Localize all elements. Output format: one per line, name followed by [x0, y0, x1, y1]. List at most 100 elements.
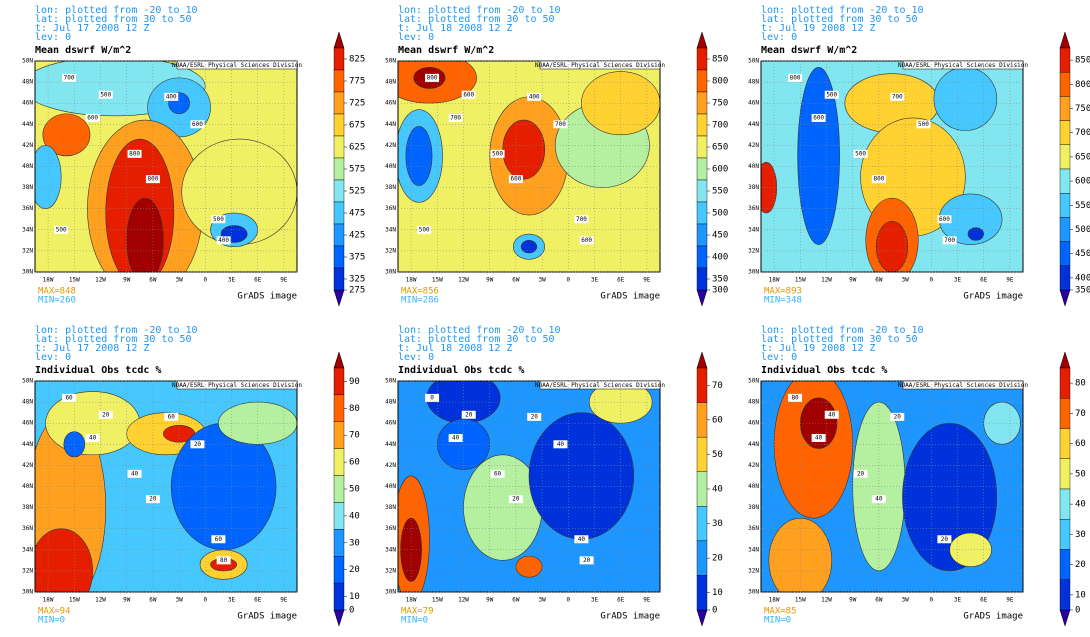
- colorbar-cap: [696, 351, 708, 369]
- colorbar-label: 850: [712, 55, 728, 65]
- x-tick-label: 9W: [486, 597, 494, 604]
- x-tick-label: 0: [203, 597, 207, 604]
- y-tick-label: 30N: [385, 589, 396, 596]
- contour-label-bg: [85, 113, 100, 122]
- contour-label-bg: [145, 175, 160, 184]
- y-tick-label: 46N: [385, 100, 396, 107]
- x-tick-label: 9E: [280, 277, 288, 284]
- credit: NOAA/ESRL Physical Sciences Division: [898, 62, 1028, 69]
- x-tick-label: 3W: [175, 597, 183, 604]
- contour-label: 20: [465, 411, 473, 418]
- x-tick-label: 9W: [123, 277, 131, 284]
- colorbar-segment: [333, 502, 345, 530]
- x-tick-label: 6W: [149, 277, 157, 284]
- field-blob: [875, 221, 909, 272]
- y-tick-label: 36N: [748, 205, 759, 212]
- header-line: lon: plotted from -20 to 10: [398, 5, 561, 16]
- contour-label-bg: [490, 149, 505, 158]
- header-line: lon: plotted from -20 to 10: [35, 5, 198, 16]
- contour-label: 800: [790, 74, 801, 81]
- colorbar-segment: [696, 179, 708, 203]
- min-label: MIN=0: [38, 616, 65, 626]
- colorbar-label: 0: [712, 606, 717, 616]
- x-tick-label: 3E: [591, 597, 599, 604]
- x-tick-label: 6W: [149, 597, 157, 604]
- contour-label-bg: [508, 175, 523, 184]
- contour-label: 60: [494, 470, 502, 477]
- x-tick-label: 15W: [432, 277, 443, 284]
- x-tick-label: 18W: [769, 597, 780, 604]
- colorbar-label: 625: [349, 143, 365, 153]
- contour-label-bg: [579, 236, 594, 245]
- colorbar-segment: [333, 448, 345, 476]
- contour-label-bg: [216, 556, 231, 565]
- contour-label: 40: [815, 434, 823, 441]
- y-tick-label: 48N: [385, 79, 396, 86]
- y-tick-label: 48N: [748, 399, 759, 406]
- y-tick-label: 34N: [748, 546, 759, 553]
- header-line: lat: plotted from 30 to 50: [35, 14, 192, 25]
- x-tick-label: 18W: [769, 277, 780, 284]
- x-tick-label: 6W: [512, 597, 520, 604]
- y-tick-label: 48N: [385, 399, 396, 406]
- contour-label: 20: [512, 496, 520, 503]
- x-tick-label: 3E: [228, 597, 236, 604]
- x-tick-label: 9E: [1006, 277, 1014, 284]
- contour-label-bg: [937, 215, 952, 224]
- contour-label-bg: [98, 410, 113, 419]
- y-tick-label: 50N: [385, 58, 396, 65]
- y-tick-label: 36N: [385, 525, 396, 532]
- y-tick-label: 48N: [22, 79, 33, 86]
- colorbar-label: 30: [1075, 530, 1086, 540]
- contour-label: 800: [427, 74, 438, 81]
- colorbar-label: 300: [712, 286, 728, 296]
- colorbar-label: 50: [349, 485, 360, 495]
- contour-label: 60: [65, 394, 73, 401]
- colorbar-segment: [1059, 367, 1071, 399]
- y-tick-label: 50N: [748, 378, 759, 385]
- x-tick-label: 6E: [980, 277, 988, 284]
- colorbar-segment: [333, 179, 345, 203]
- field-blob: [405, 126, 433, 186]
- y-tick-label: 48N: [748, 79, 759, 86]
- contour-label-bg: [788, 393, 803, 402]
- footer: GrADS image: [237, 612, 297, 622]
- contour-label-bg: [164, 412, 179, 421]
- contour-label: 600: [463, 91, 474, 98]
- contour-label-bg: [871, 495, 886, 504]
- x-tick-label: 9W: [123, 597, 131, 604]
- colorbar-label: 375: [349, 253, 365, 263]
- colorbar-segment: [696, 367, 708, 403]
- max-label: MAX=856: [401, 287, 439, 297]
- colorbar-segment: [696, 436, 708, 472]
- field-blob: [949, 532, 992, 567]
- footer: GrADS image: [963, 292, 1023, 302]
- contour-label-bg: [916, 120, 931, 129]
- y-tick-label: 46N: [22, 420, 33, 427]
- contour-label-bg: [574, 215, 589, 224]
- y-tick-label: 38N: [385, 504, 396, 511]
- colorbar-segment: [696, 201, 708, 225]
- y-tick-label: 46N: [385, 420, 396, 427]
- x-tick-label: 6W: [875, 597, 883, 604]
- x-tick-label: 12W: [95, 277, 106, 284]
- field-blob: [528, 412, 635, 540]
- header-line: t: Jul 17 2008 12 Z: [35, 343, 149, 354]
- contour-label-bg: [425, 393, 440, 402]
- panel-title: Individual Obs tcdc %: [35, 364, 161, 376]
- x-tick-label: 15W: [795, 277, 806, 284]
- y-tick-label: 44N: [748, 441, 759, 448]
- min-label: MIN=348: [764, 296, 802, 306]
- colorbar-label: 450: [712, 231, 728, 241]
- contour-label: 40: [452, 434, 460, 441]
- contour-label-bg: [508, 495, 523, 504]
- contour-label-bg: [62, 73, 77, 82]
- colorbar-segment: [333, 267, 345, 291]
- y-tick-label: 36N: [748, 525, 759, 532]
- colorbar-segment: [696, 47, 708, 71]
- footer: GrADS image: [600, 292, 660, 302]
- colorbar-label: 475: [349, 209, 365, 219]
- y-tick-label: 42N: [748, 462, 759, 469]
- y-tick-label: 34N: [385, 546, 396, 553]
